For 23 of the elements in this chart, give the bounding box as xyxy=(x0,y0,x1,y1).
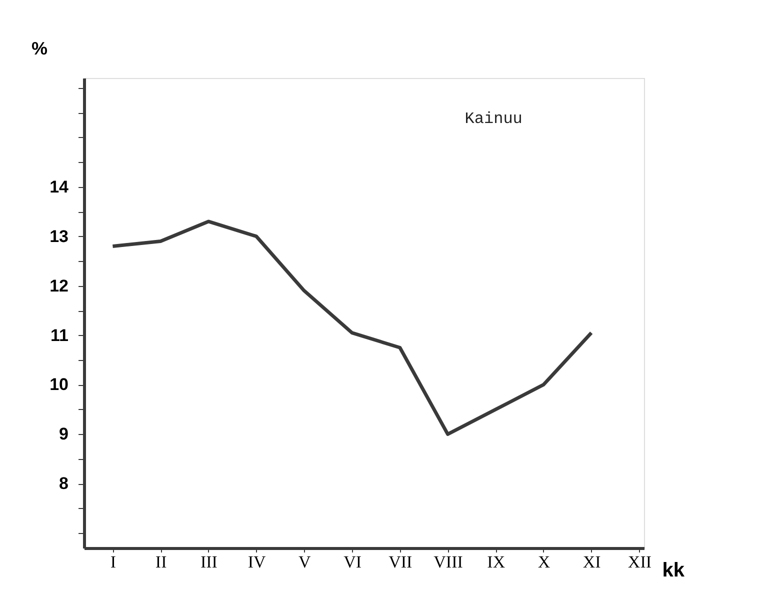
x-tick-label: IX xyxy=(487,552,506,572)
x-axis-title: kk xyxy=(662,560,686,582)
line-series xyxy=(110,220,594,436)
x-tick-label: XII xyxy=(628,552,652,572)
annotation: Kainuu xyxy=(464,110,522,128)
y-tick-label: 13 xyxy=(50,226,68,246)
x-tick-label: VIII xyxy=(434,552,464,572)
x-tick-label: II xyxy=(155,552,168,572)
y-tick-label: 10 xyxy=(50,375,68,394)
x-tick-label: III xyxy=(200,552,218,572)
y-tick-label: 12 xyxy=(50,276,68,296)
x-tick-label: XI xyxy=(582,552,602,572)
x-tick-label: IV xyxy=(248,552,266,572)
y-axis-title: % xyxy=(31,38,48,58)
x-tick-label: VI xyxy=(344,552,362,572)
x-tick-label: X xyxy=(538,552,550,572)
y-tick-label: 11 xyxy=(50,326,68,345)
y-tick-label: 9 xyxy=(59,424,68,444)
x-tick-label: V xyxy=(298,552,312,572)
y-tick-label: 8 xyxy=(59,474,68,494)
x-tick-label: I xyxy=(110,552,116,572)
y-tick-label: 14 xyxy=(50,177,70,196)
x-tick-label: VII xyxy=(388,552,413,572)
